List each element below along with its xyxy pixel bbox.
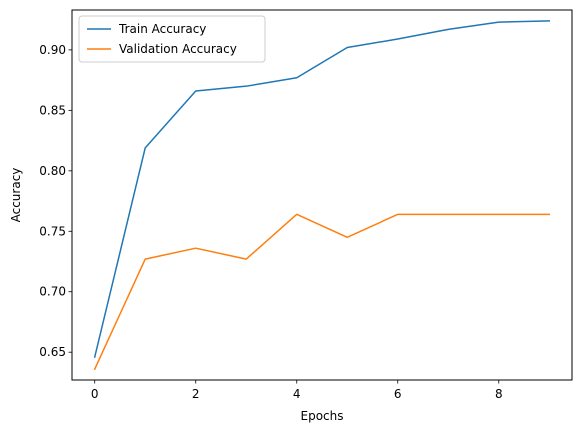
- x-tick-label: 6: [394, 387, 402, 401]
- legend-label: Validation Accuracy: [119, 42, 237, 56]
- x-tick-label: 0: [91, 387, 99, 401]
- legend-box: [78, 15, 266, 63]
- y-tick-label: 0.85: [39, 103, 66, 117]
- y-tick-label: 0.80: [39, 164, 66, 178]
- ticks-layer: 0 2 4 6 8 0.65 0.70 0.75 0.80 0.85 0.90: [39, 43, 502, 401]
- series-line-train-accuracy: [93, 20, 551, 358]
- y-tick-label: 0.75: [39, 224, 66, 238]
- y-tick-label: 0.90: [39, 43, 66, 57]
- x-tick-label: 8: [495, 387, 503, 401]
- y-tick-label: 0.65: [39, 345, 66, 359]
- axes-frame: [71, 9, 573, 381]
- legend: Train Accuracy Validation Accuracy: [78, 15, 266, 63]
- series-line-validation-accuracy: [93, 213, 551, 371]
- y-axis-label: Accuracy: [9, 168, 23, 223]
- x-tick-label: 4: [293, 387, 301, 401]
- x-axis-label: Epochs: [301, 409, 344, 423]
- y-tick-label: 0.70: [39, 285, 66, 299]
- legend-label: Train Accuracy: [118, 22, 206, 36]
- x-tick-label: 2: [192, 387, 200, 401]
- plot-layer: [93, 20, 551, 371]
